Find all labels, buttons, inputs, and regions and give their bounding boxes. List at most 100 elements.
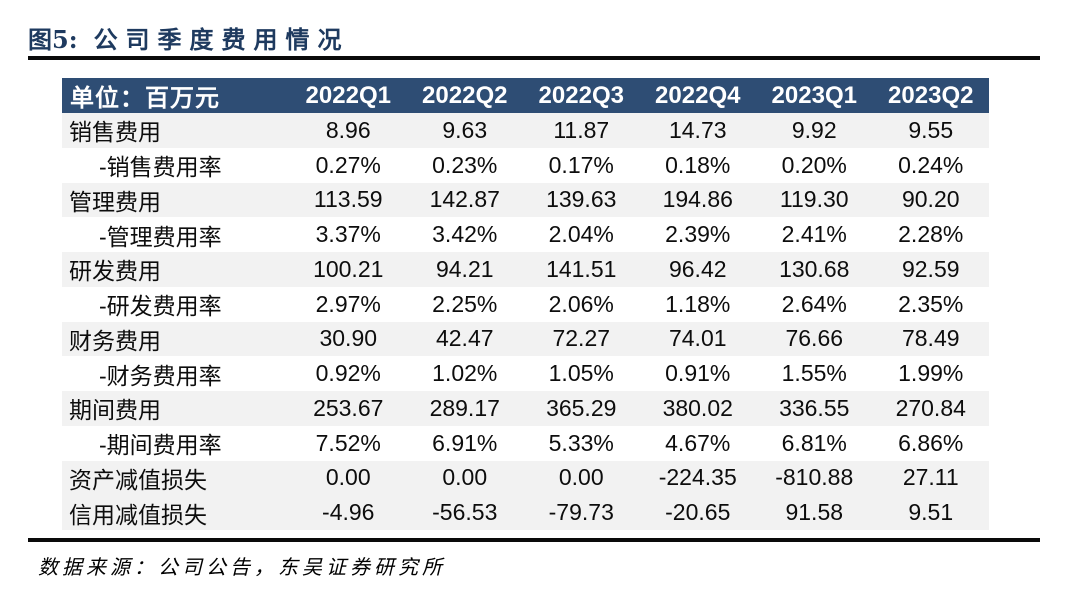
cell-value: 2.04%: [548, 221, 614, 248]
table-body: 销售费用 8.96 9.63 11.87 14.73 9.92 9.55 -销售费用率 0.27…: [62, 113, 989, 530]
cell-value: -79.73: [548, 499, 614, 526]
table-row: -销售费用率 0.27% 0.23% 0.17% 0.18% 0.20% 0.24%: [62, 147, 989, 183]
cell-value: 2.97%: [315, 290, 381, 317]
cell-value: 94.21: [435, 255, 494, 282]
figure-title: 图5: 公司季度费用情况: [28, 20, 350, 55]
cell-value: 9.63: [442, 116, 488, 143]
cell-value: 2.06%: [548, 290, 614, 317]
cell-value: 253.67: [313, 394, 384, 421]
column-header: 2022Q1: [290, 78, 407, 113]
cell-value: 96.42: [668, 255, 727, 282]
cell-value: 1.02%: [432, 360, 498, 387]
cell-value: 3.37%: [315, 221, 381, 248]
cell-value: 1.05%: [548, 360, 614, 387]
table-row: 管理费用 113.59 142.87 139.63 194.86 119.30 90.20: [62, 182, 989, 218]
row-label: -财务费用率: [99, 362, 222, 389]
row-label: 管理费用: [69, 188, 161, 215]
data-source-note: 数据来源：公司公告，东吴证券研究所: [38, 555, 446, 579]
table-row: 资产减值损失 0.00 0.00 0.00 -224.35 -810.88 27.11: [62, 460, 989, 496]
cell-value: 270.84: [895, 394, 966, 421]
cell-value: 141.51: [546, 255, 617, 282]
cell-value: 74.01: [668, 325, 727, 352]
cell-value: 194.86: [662, 186, 733, 213]
cell-value: 8.96: [325, 116, 371, 143]
cell-value: 78.49: [901, 325, 960, 352]
cell-value: 0.92%: [315, 360, 381, 387]
cell-value: 0.18%: [665, 151, 731, 178]
cell-value: 6.86%: [898, 429, 964, 456]
cell-value: 90.20: [901, 186, 960, 213]
cell-value: 2.64%: [781, 290, 847, 317]
table-row: -管理费用率 3.37% 3.42% 2.04% 2.39% 2.41% 2.28%: [62, 217, 989, 252]
cell-value: 289.17: [429, 394, 500, 421]
cell-value: -810.88: [775, 464, 854, 491]
column-header: 2022Q2: [406, 78, 523, 113]
table-row: 信用减值损失 -4.96 -56.53 -79.73 -20.65 91.58 9.51: [62, 495, 989, 530]
figure-title-text: 公司季度费用情况: [93, 25, 350, 54]
cell-value: 119.30: [779, 186, 849, 213]
row-label: -管理费用率: [99, 223, 222, 250]
cell-value: 91.58: [785, 499, 844, 526]
row-label: 信用减值损失: [69, 501, 207, 528]
table-row: 财务费用 30.90 42.47 72.27 74.01 76.66 78.49: [62, 321, 989, 357]
cell-value: 0.20%: [781, 151, 847, 178]
row-label: -期间费用率: [99, 432, 222, 459]
cell-value: 3.42%: [432, 221, 498, 248]
cell-value: 0.23%: [432, 151, 498, 178]
row-label: 财务费用: [69, 327, 161, 354]
cell-value: 6.81%: [781, 429, 847, 456]
cell-value: 336.55: [779, 394, 850, 421]
cell-value: 1.99%: [898, 360, 964, 387]
cell-value: 142.87: [429, 186, 500, 213]
cell-value: -224.35: [658, 464, 737, 491]
cell-value: 113.59: [313, 186, 383, 213]
cell-value: 76.66: [785, 325, 844, 352]
figure-number-label: 图5:: [28, 25, 78, 54]
cell-value: 30.90: [319, 325, 378, 352]
cell-value: 42.47: [435, 325, 494, 352]
cell-value: 14.73: [668, 116, 727, 143]
table-row: -财务费用率 0.92% 1.02% 1.05% 0.91% 1.55% 1.99%: [62, 356, 989, 391]
column-header: 2023Q1: [756, 78, 873, 113]
cell-value: 0.00: [325, 464, 371, 491]
row-label: 期间费用: [69, 397, 161, 424]
cell-value: 380.02: [662, 394, 733, 421]
cell-value: -20.65: [665, 499, 731, 526]
cell-value: 9.92: [791, 116, 837, 143]
column-header: 2022Q4: [639, 78, 756, 113]
cell-value: 130.68: [779, 255, 850, 282]
cell-value: 2.25%: [432, 290, 498, 317]
table-row: -研发费用率 2.97% 2.25% 2.06% 1.18% 2.64% 2.35%: [62, 286, 989, 322]
cell-value: -4.96: [322, 499, 375, 526]
quarterly-expense-table: 单位：百万元 2022Q1 2022Q2 2022Q3 2022Q4 2023Q1 202…: [62, 78, 989, 530]
row-label: 研发费用: [69, 258, 161, 285]
row-label: 资产减值损失: [69, 466, 207, 493]
cell-value: 100.21: [313, 255, 384, 282]
cell-value: 5.33%: [548, 429, 614, 456]
cell-value: 1.18%: [665, 290, 731, 317]
cell-value: 0.00: [558, 464, 604, 491]
cell-value: 139.63: [546, 186, 617, 213]
cell-value: 1.55%: [781, 360, 847, 387]
cell-value: 0.00: [442, 464, 488, 491]
cell-value: 0.24%: [898, 151, 964, 178]
column-header: 2023Q2: [872, 78, 989, 113]
top-divider-rule: [28, 56, 1040, 60]
table-row: 研发费用 100.21 94.21 141.51 96.42 130.68 92.59: [62, 252, 989, 287]
row-label: 销售费用: [69, 119, 161, 146]
cell-value: 11.87: [553, 116, 610, 143]
cell-value: 6.91%: [432, 429, 498, 456]
cell-value: 92.59: [901, 255, 960, 282]
cell-value: 0.27%: [315, 151, 381, 178]
bottom-divider-rule: [28, 538, 1040, 542]
cell-value: 2.39%: [665, 221, 731, 248]
cell-value: 2.28%: [898, 221, 964, 248]
column-header: 2022Q3: [523, 78, 640, 113]
cell-value: 7.52%: [315, 429, 381, 456]
cell-value: 2.35%: [898, 290, 964, 317]
cell-value: -56.53: [432, 499, 498, 526]
cell-value: 0.91%: [665, 360, 731, 387]
cell-value: 27.11: [902, 464, 959, 491]
cell-value: 72.27: [552, 325, 611, 352]
cell-value: 365.29: [546, 394, 617, 421]
